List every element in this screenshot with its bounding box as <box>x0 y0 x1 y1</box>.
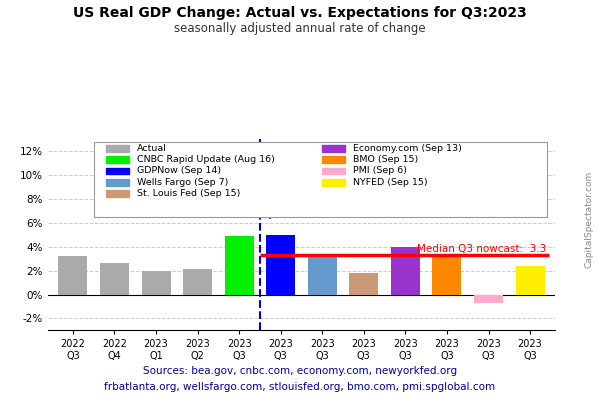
Bar <box>266 235 295 295</box>
Text: Economy.com (Sep 13): Economy.com (Sep 13) <box>353 144 463 153</box>
Bar <box>100 263 129 295</box>
Text: US Real GDP Change: Actual vs. Expectations for Q3:2023: US Real GDP Change: Actual vs. Expectati… <box>73 6 527 20</box>
Text: Q3 nowcasts: Q3 nowcasts <box>264 211 335 220</box>
Bar <box>183 269 212 295</box>
Bar <box>433 255 461 295</box>
Bar <box>322 179 345 185</box>
Bar <box>106 145 129 152</box>
Text: NYFED (Sep 15): NYFED (Sep 15) <box>353 178 428 187</box>
Bar <box>515 266 545 295</box>
Bar <box>474 295 503 303</box>
Text: Actual: Actual <box>137 144 167 153</box>
Text: CapitalSpectator.com: CapitalSpectator.com <box>585 170 594 267</box>
Bar <box>322 168 345 174</box>
Bar <box>106 168 129 174</box>
Text: PMI (Sep 6): PMI (Sep 6) <box>353 166 407 176</box>
Bar <box>308 255 337 295</box>
Bar <box>106 179 129 185</box>
Bar <box>349 273 379 295</box>
Text: Median Q3 nowcast:  3.3: Median Q3 nowcast: 3.3 <box>418 244 547 254</box>
Bar <box>322 156 345 163</box>
Bar <box>94 142 547 217</box>
Bar <box>391 247 420 295</box>
Bar <box>322 145 345 152</box>
Text: Wells Fargo (Sep 7): Wells Fargo (Sep 7) <box>137 178 229 187</box>
Text: actual: actual <box>221 211 256 220</box>
Bar <box>106 190 129 197</box>
Bar <box>142 271 170 295</box>
Text: BMO (Sep 15): BMO (Sep 15) <box>353 155 419 164</box>
Text: St. Louis Fed (Sep 15): St. Louis Fed (Sep 15) <box>137 189 241 198</box>
Bar <box>224 236 254 295</box>
Bar <box>58 256 88 295</box>
Text: Sources: bea.gov, cnbc.com, economy.com, newyorkfed.org: Sources: bea.gov, cnbc.com, economy.com,… <box>143 366 457 376</box>
Text: seasonally adjusted annual rate of change: seasonally adjusted annual rate of chang… <box>174 22 426 35</box>
Text: GDPNow (Sep 14): GDPNow (Sep 14) <box>137 166 221 176</box>
Bar <box>106 156 129 163</box>
Text: CNBC Rapid Update (Aug 16): CNBC Rapid Update (Aug 16) <box>137 155 275 164</box>
Text: frbatlanta.org, wellsfargo.com, stlouisfed.org, bmo.com, pmi.spglobal.com: frbatlanta.org, wellsfargo.com, stlouisf… <box>104 382 496 392</box>
